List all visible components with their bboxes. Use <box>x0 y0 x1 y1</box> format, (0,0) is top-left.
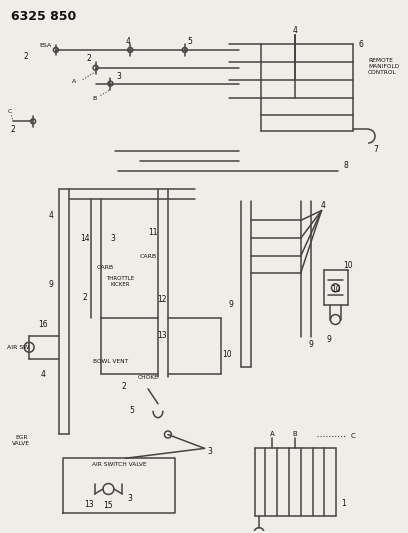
Text: 13: 13 <box>84 500 93 510</box>
Text: 3: 3 <box>116 72 121 81</box>
Text: BOWL VENT: BOWL VENT <box>93 359 128 364</box>
Text: 4: 4 <box>126 37 131 45</box>
Text: 3: 3 <box>110 234 115 243</box>
Text: 2: 2 <box>122 382 126 391</box>
Text: REMOTE
MANIFOLD
CONTROL: REMOTE MANIFOLD CONTROL <box>368 59 399 75</box>
Text: 9: 9 <box>308 340 313 349</box>
Text: EGR
VALVE: EGR VALVE <box>12 435 30 446</box>
Text: 1: 1 <box>341 499 346 508</box>
Text: 4: 4 <box>40 369 45 378</box>
Text: CHOKE: CHOKE <box>137 375 159 379</box>
Text: B: B <box>93 96 97 101</box>
Text: CARB: CARB <box>140 254 157 259</box>
Text: 2: 2 <box>24 52 29 61</box>
Text: AIR SW.: AIR SW. <box>7 345 31 350</box>
Text: 10: 10 <box>332 285 341 294</box>
Text: AIR SWITCH VALVE: AIR SWITCH VALVE <box>91 462 146 467</box>
Text: 13: 13 <box>157 331 167 340</box>
Text: A: A <box>270 431 274 437</box>
Text: CARB: CARB <box>97 265 114 270</box>
Text: 2: 2 <box>87 54 91 63</box>
Text: 9: 9 <box>49 280 53 289</box>
Text: 6: 6 <box>358 41 363 50</box>
Text: 3: 3 <box>207 447 212 456</box>
Text: C: C <box>350 433 355 440</box>
Text: A: A <box>71 79 76 84</box>
Text: 2: 2 <box>11 125 16 134</box>
Text: 4: 4 <box>321 201 326 210</box>
Text: 10: 10 <box>344 261 353 270</box>
Text: 12: 12 <box>157 295 167 304</box>
Text: 5: 5 <box>130 406 135 415</box>
Text: 4: 4 <box>292 26 297 35</box>
Text: 4: 4 <box>49 211 53 220</box>
Text: C: C <box>7 109 11 114</box>
Text: 16: 16 <box>38 320 48 329</box>
Text: 7: 7 <box>374 144 379 154</box>
Text: 3: 3 <box>128 495 133 503</box>
Text: 9: 9 <box>229 300 234 309</box>
Text: 5: 5 <box>188 37 193 45</box>
Text: 2: 2 <box>82 293 87 302</box>
Text: ESA: ESA <box>39 44 51 49</box>
Text: 14: 14 <box>80 234 89 243</box>
Text: THROTTLE
KICKER: THROTTLE KICKER <box>106 277 134 287</box>
Text: 8: 8 <box>343 161 348 171</box>
Text: 6325 850: 6325 850 <box>11 10 77 23</box>
Text: 10: 10 <box>222 350 232 359</box>
Text: 15: 15 <box>104 502 113 511</box>
Text: 11: 11 <box>148 228 158 237</box>
Text: B: B <box>293 431 297 437</box>
Text: 9: 9 <box>326 335 331 344</box>
